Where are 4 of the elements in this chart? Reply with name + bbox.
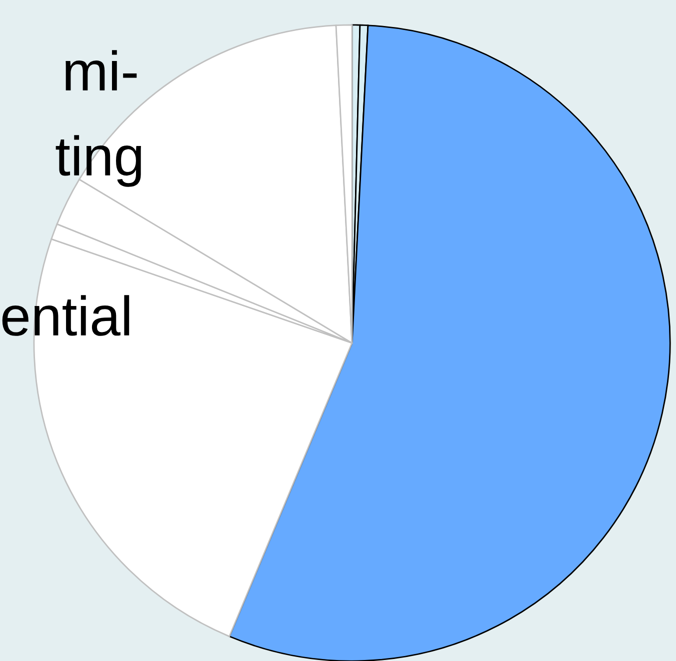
- text: ting: [56, 135, 141, 187]
- pie-slice: [228, 24, 671, 661]
- text: mi-: [66, 50, 137, 90]
- text: ential: [2, 295, 130, 336]
